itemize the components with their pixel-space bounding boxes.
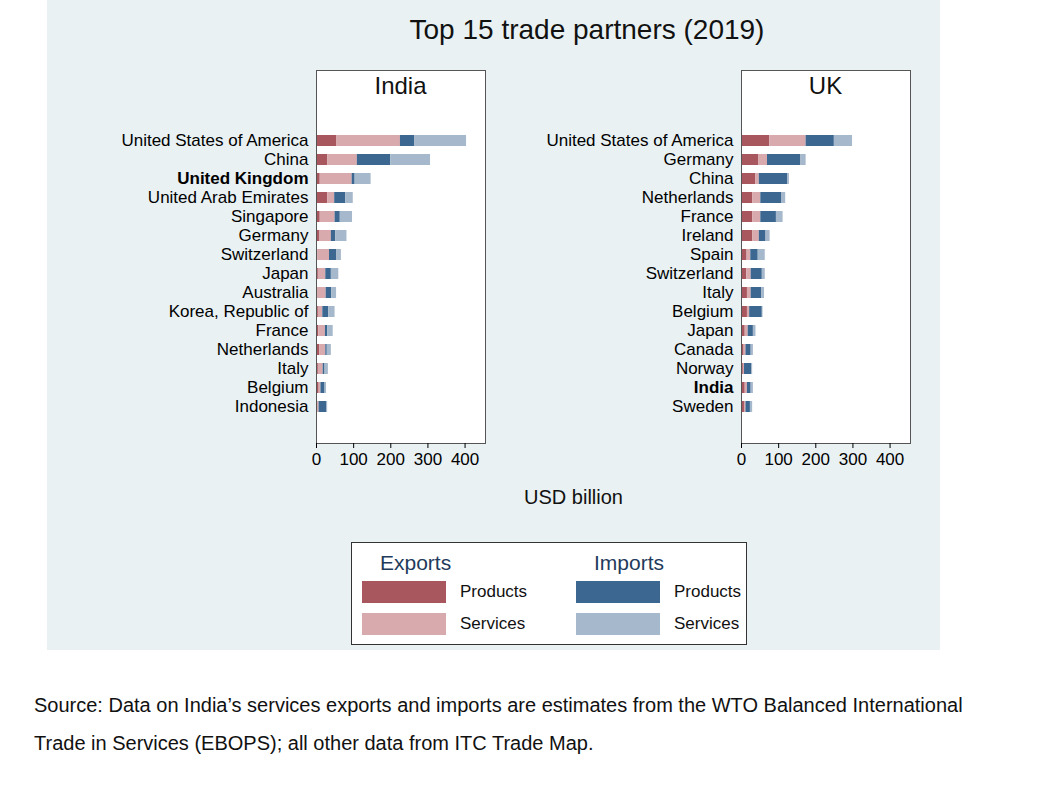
svg-text:Singapore: Singapore — [231, 207, 309, 226]
svg-text:Italy: Italy — [277, 359, 309, 378]
svg-text:China: China — [264, 150, 309, 169]
svg-text:Spain: Spain — [690, 245, 733, 264]
html-text:Products: Products — [674, 582, 742, 601]
svg-text:200: 200 — [377, 450, 405, 469]
svg-text:France: France — [681, 207, 734, 226]
svg-text:Netherlands: Netherlands — [642, 188, 734, 207]
svg-text:0: 0 — [312, 450, 321, 469]
html-text:Exports: Exports — [380, 551, 452, 574]
svg-text:Germany: Germany — [239, 226, 309, 245]
svg-text:Japan: Japan — [262, 264, 308, 283]
svg-text:Korea, Republic of: Korea, Republic of — [169, 302, 309, 321]
svg-text:France: France — [256, 321, 309, 340]
html-text:USD billion: USD billion — [524, 486, 623, 508]
svg-text:Italy: Italy — [702, 283, 734, 302]
html-text:Services: Services — [674, 614, 740, 633]
html-text:India: India — [374, 72, 427, 99]
svg-text:United Arab Emirates: United Arab Emirates — [148, 188, 309, 207]
svg-text:Ireland: Ireland — [682, 226, 734, 245]
svg-text:400: 400 — [451, 450, 479, 469]
svg-text:400: 400 — [876, 450, 904, 469]
svg-text:China: China — [689, 169, 734, 188]
svg-text:Sweden: Sweden — [672, 397, 733, 416]
svg-text:United States of America: United States of America — [121, 131, 309, 150]
svg-text:Switzerland: Switzerland — [646, 264, 734, 283]
svg-text:United States of America: United States of America — [546, 131, 734, 150]
html-text:Products: Products — [460, 582, 528, 601]
svg-text:Belgium: Belgium — [247, 378, 308, 397]
svg-text:Belgium: Belgium — [672, 302, 733, 321]
svg-text:Canada: Canada — [674, 340, 734, 359]
svg-text:Netherlands: Netherlands — [217, 340, 309, 359]
svg-text:Norway: Norway — [676, 359, 734, 378]
svg-text:200: 200 — [802, 450, 830, 469]
svg-text:300: 300 — [839, 450, 867, 469]
html-text:Source: Data on India’s servic: Source: Data on India’s services exports… — [34, 694, 963, 754]
svg-text:100: 100 — [764, 450, 792, 469]
html-text:UK: UK — [808, 72, 843, 99]
svg-text:Germany: Germany — [664, 150, 734, 169]
svg-text:Indonesia: Indonesia — [235, 397, 309, 416]
html-text:Imports: Imports — [594, 551, 664, 574]
svg-text:Australia: Australia — [242, 283, 309, 302]
svg-text:Switzerland: Switzerland — [221, 245, 309, 264]
svg-text:India: India — [694, 378, 734, 397]
svg-text:300: 300 — [414, 450, 442, 469]
html-text:Top 15 trade partners (2019): Top 15 trade partners (2019) — [409, 14, 765, 45]
html-text:Services: Services — [460, 614, 526, 633]
svg-text:100: 100 — [339, 450, 367, 469]
svg-text:Japan: Japan — [687, 321, 733, 340]
svg-text:0: 0 — [737, 450, 746, 469]
svg-text:United Kingdom: United Kingdom — [177, 169, 308, 188]
